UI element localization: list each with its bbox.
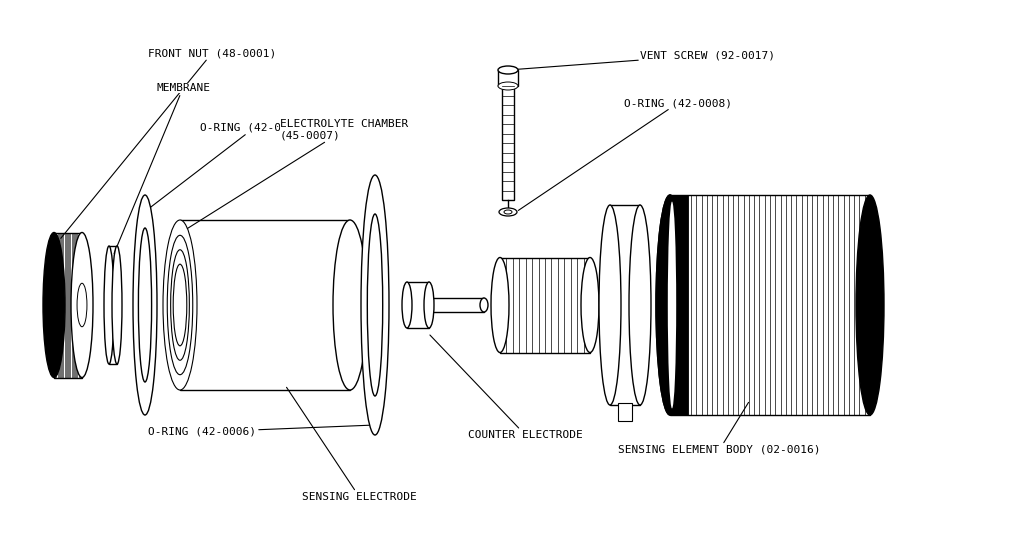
- Ellipse shape: [599, 205, 621, 405]
- Ellipse shape: [112, 246, 121, 364]
- Ellipse shape: [133, 195, 157, 415]
- Ellipse shape: [77, 283, 87, 327]
- Ellipse shape: [629, 205, 651, 405]
- Ellipse shape: [581, 257, 599, 353]
- Bar: [502, 86, 514, 200]
- Ellipse shape: [480, 298, 488, 312]
- Text: VENT SCREW (92-0017): VENT SCREW (92-0017): [510, 50, 775, 70]
- Bar: [670, 195, 870, 415]
- Bar: [500, 257, 590, 353]
- Ellipse shape: [491, 257, 509, 353]
- Text: FRONT NUT (48-0001): FRONT NUT (48-0001): [61, 48, 277, 238]
- Bar: [670, 195, 688, 415]
- Ellipse shape: [368, 214, 383, 396]
- Ellipse shape: [167, 236, 193, 375]
- Text: COUNTER ELECTRODE: COUNTER ELECTRODE: [430, 335, 583, 440]
- Ellipse shape: [498, 82, 518, 90]
- Bar: [109, 246, 117, 364]
- Text: MEMBRANE: MEMBRANE: [114, 83, 210, 254]
- Bar: [180, 220, 350, 390]
- Bar: [498, 70, 518, 86]
- Bar: [610, 205, 640, 405]
- Ellipse shape: [856, 195, 884, 415]
- Ellipse shape: [504, 210, 512, 214]
- Ellipse shape: [139, 228, 151, 382]
- Bar: [429, 298, 484, 312]
- Ellipse shape: [104, 246, 114, 364]
- Ellipse shape: [657, 195, 684, 415]
- Bar: [618, 403, 632, 421]
- Ellipse shape: [361, 175, 389, 435]
- Text: SENSING ELECTRODE: SENSING ELECTRODE: [287, 387, 417, 502]
- Text: SENSING ELEMENT BODY (02-0016): SENSING ELEMENT BODY (02-0016): [618, 403, 821, 455]
- Ellipse shape: [43, 232, 65, 378]
- Ellipse shape: [163, 220, 197, 390]
- Ellipse shape: [171, 250, 189, 360]
- Ellipse shape: [657, 195, 684, 415]
- Text: O-RING (42-0008): O-RING (42-0008): [519, 98, 732, 211]
- Ellipse shape: [424, 282, 434, 328]
- Ellipse shape: [402, 282, 412, 328]
- Bar: [407, 282, 429, 328]
- Ellipse shape: [333, 220, 367, 390]
- Text: O-RING (42-0006): O-RING (42-0006): [148, 425, 373, 437]
- Ellipse shape: [498, 66, 518, 74]
- Ellipse shape: [71, 232, 93, 378]
- Ellipse shape: [174, 264, 187, 346]
- Bar: [54, 232, 82, 378]
- Ellipse shape: [499, 208, 517, 216]
- Ellipse shape: [668, 202, 676, 409]
- Text: O-RING (42-0003): O-RING (42-0003): [147, 123, 308, 210]
- Text: ELECTROLYTE CHAMBER
(45-0007): ELECTROLYTE CHAMBER (45-0007): [188, 119, 408, 228]
